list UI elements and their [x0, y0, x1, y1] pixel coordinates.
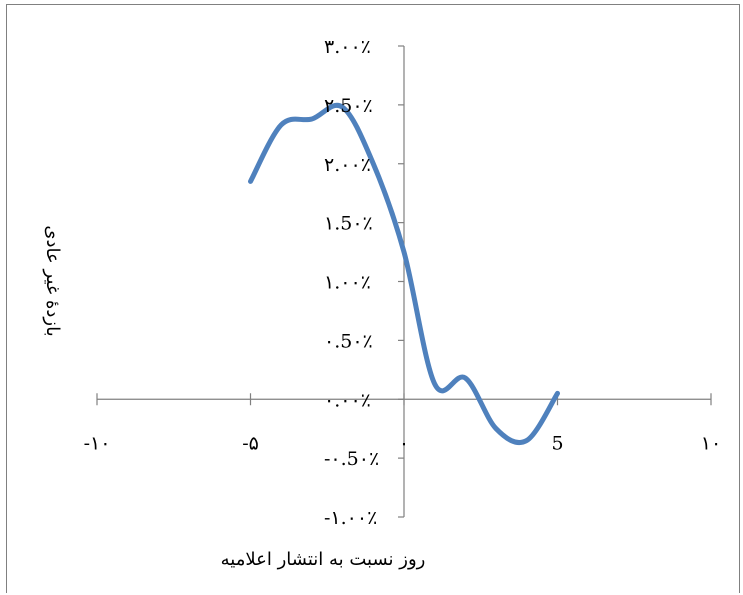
- series-layer: [248, 102, 560, 446]
- x-tick-label: ۰: [399, 432, 409, 454]
- x-tick-label: 5: [551, 432, 563, 454]
- tick-labels: -۱۰ -۵ ۰ 5 ۱۰ -۱.۰۰٪ -۰.5۰٪ ۰.۰۰٪ ۰.5۰٪ ۱.۰۰٪ ۱.5۰…: [84, 36, 722, 529]
- y-tick-label: ۳.۰۰٪: [324, 36, 371, 58]
- line-chart: -۱۰ -۵ ۰ 5 ۱۰ -۱.۰۰٪ -۰.5۰٪ ۰.۰۰٪ ۰.5۰٪ ۱.۰۰٪ ۱.5۰…: [42, 36, 722, 570]
- x-axis-title: روز نسبت به انتشار اعلامیه: [221, 549, 426, 570]
- series-line: [248, 102, 560, 446]
- x-tick-label: ۱۰: [701, 432, 721, 454]
- y-tick-label: ۱.5۰٪: [324, 213, 373, 235]
- chart-frame: -۱۰ -۵ ۰ 5 ۱۰ -۱.۰۰٪ -۰.5۰٪ ۰.۰۰٪ ۰.5۰٪ ۱.۰۰٪ ۱.5۰…: [6, 4, 740, 593]
- y-tick-label: ۲.۰۰٪: [324, 154, 371, 176]
- y-tick-label: -۱.۰۰٪: [324, 507, 377, 529]
- y-tick-label: ۰.5۰٪: [324, 330, 373, 352]
- y-tick-label: ۲.5۰٪: [324, 95, 373, 117]
- x-tick-label: -۵: [242, 432, 259, 454]
- y-axis-title: بازدۀ غیر عادی: [42, 225, 63, 336]
- x-tick-label: -۱۰: [84, 432, 111, 454]
- y-tick-label: -۰.5۰٪: [324, 448, 379, 470]
- y-tick-label: ۱.۰۰٪: [324, 272, 371, 294]
- y-tick-label: ۰.۰۰٪: [324, 389, 371, 411]
